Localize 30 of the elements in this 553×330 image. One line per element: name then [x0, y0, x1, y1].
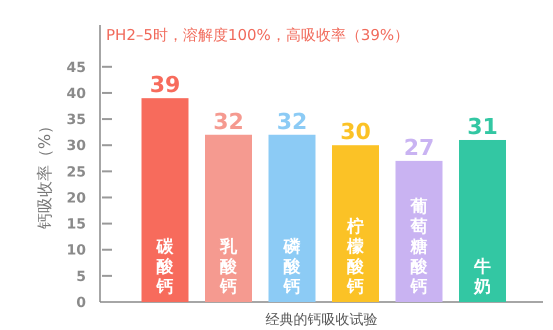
- y-tick-label: 45: [66, 60, 86, 76]
- data-label: 32: [213, 110, 244, 135]
- y-tick-label: 0: [76, 295, 86, 311]
- data-label: 30: [340, 120, 371, 146]
- x-axis-title: 经典的钙吸收试验: [266, 312, 378, 328]
- x-tick-label: 柠檬酸钙: [346, 217, 365, 297]
- chart-title: PH2–5时，溶解度100%，高吸收率（39%）: [106, 26, 410, 44]
- y-tick-label: 35: [66, 112, 86, 128]
- bar: [459, 140, 506, 302]
- y-tick-label: 40: [66, 86, 86, 102]
- y-tick-label: 30: [66, 138, 86, 154]
- data-label: 27: [404, 136, 434, 161]
- data-label: 39: [150, 73, 180, 98]
- y-tick-label: 25: [66, 164, 86, 180]
- bar: [142, 98, 188, 302]
- bar: [268, 134, 316, 302]
- x-tick-label: 葡萄糖酸钙: [410, 197, 428, 297]
- bar: [332, 145, 379, 302]
- y-tick-label: 20: [66, 190, 86, 206]
- y-axis-title: 钙吸收率（%）: [35, 118, 54, 230]
- y-tick-label: 5: [76, 268, 86, 285]
- x-tick-label: 磷酸钙: [282, 237, 302, 297]
- x-tick-label: 乳酸钙: [219, 237, 238, 297]
- data-label: 32: [276, 110, 308, 135]
- bar: [205, 134, 252, 302]
- y-tick-label: 10: [66, 242, 86, 259]
- y-tick-label: 15: [66, 216, 86, 233]
- x-tick-label: 牛奶: [473, 257, 491, 297]
- x-tick-label: 碳酸钙: [156, 237, 174, 297]
- data-label: 31: [467, 114, 498, 140]
